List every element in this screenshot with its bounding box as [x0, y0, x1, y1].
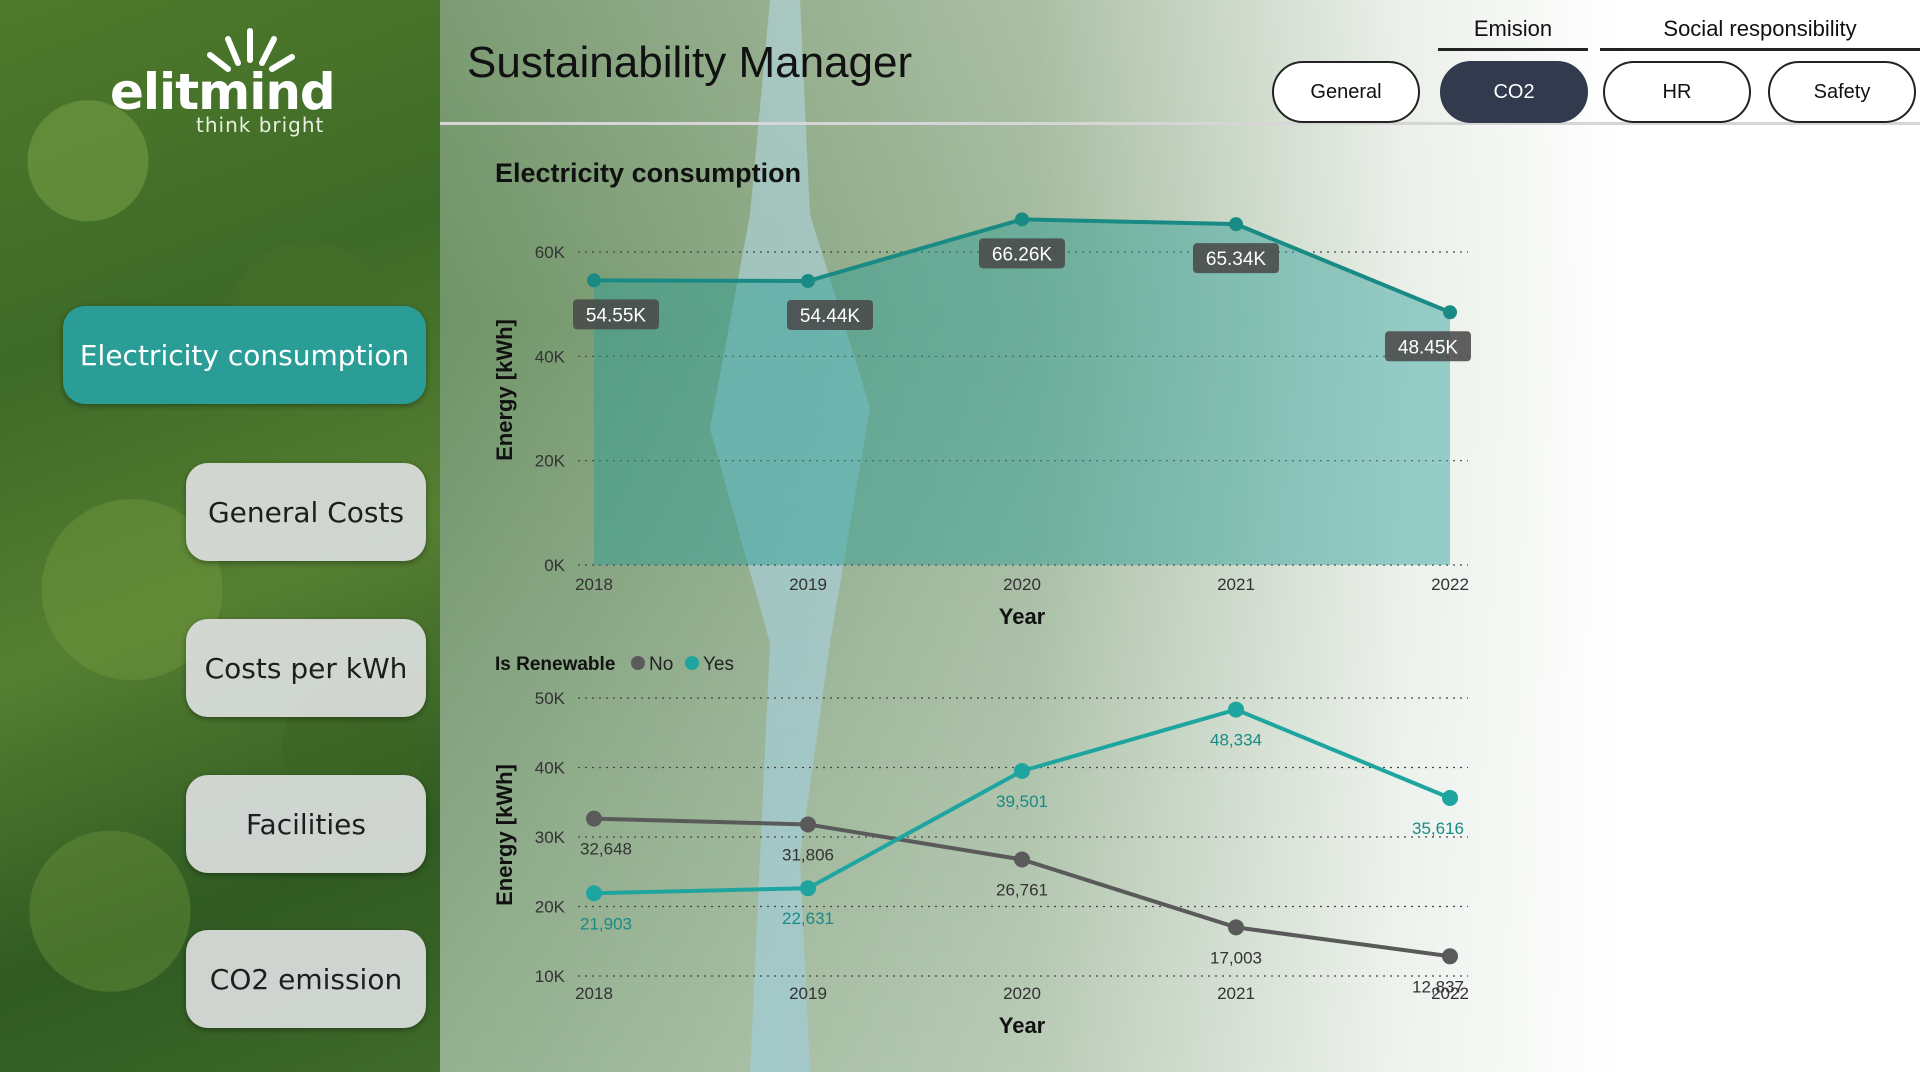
nav-facilities[interactable]: Facilities: [186, 775, 426, 873]
chart-title: Electricity consumption: [495, 158, 802, 188]
group-label-social: Social responsibility: [1663, 16, 1857, 41]
nav-co2-emission[interactable]: CO2 emission: [186, 930, 426, 1028]
brand-logo: elitmind think bright: [110, 25, 340, 140]
nav-costs-per-kwh[interactable]: Costs per kWh: [186, 619, 426, 717]
page-title: Sustainability Manager: [467, 38, 913, 87]
group-label-emision: Emision: [1473, 16, 1553, 41]
sidebar: elitmind think bright Electricity consum…: [0, 0, 440, 1072]
tab-hr[interactable]: HR: [1603, 61, 1751, 123]
nav-general-costs[interactable]: General Costs: [186, 463, 426, 561]
tab-safety[interactable]: Safety: [1768, 61, 1916, 123]
header-divider: [440, 122, 1920, 125]
brand-tagline: think bright: [196, 113, 325, 137]
tab-general[interactable]: General: [1272, 61, 1420, 123]
sun-rays-icon: [207, 28, 295, 72]
group-underline-emision: [1438, 48, 1588, 51]
nav-electricity-consumption[interactable]: Electricity consumption: [63, 306, 426, 404]
tab-co2[interactable]: CO2: [1440, 61, 1588, 123]
brand-name: elitmind: [110, 63, 336, 121]
group-underline-social: [1600, 48, 1920, 51]
